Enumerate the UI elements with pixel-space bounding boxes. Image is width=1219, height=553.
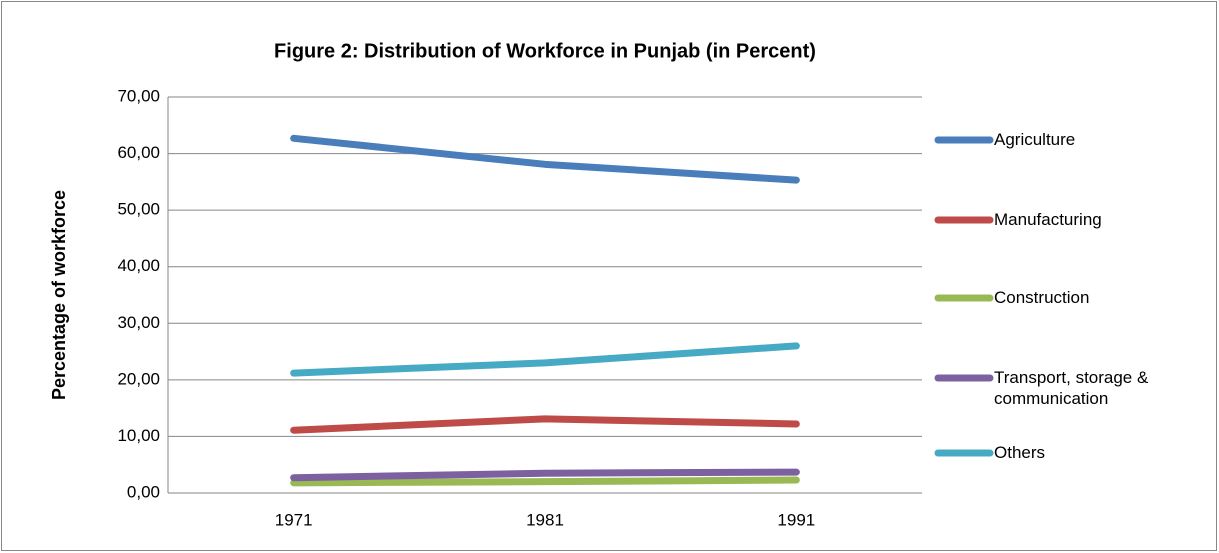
legend-label: Manufacturing [994,210,1102,229]
y-tick-label: 30,00 [117,313,160,332]
y-tick-label: 20,00 [117,369,160,388]
series-line [290,468,800,482]
legend-label: Construction [994,288,1090,307]
y-tick-label: 50,00 [117,200,160,219]
series-line [290,342,800,377]
legend-label: Transport, storage & communication [994,368,1149,408]
y-tick-label: 60,00 [117,143,160,162]
legend-label: Others [994,443,1046,462]
chart-title: Figure 2: Distribution of Workforce in P… [274,40,816,62]
x-tick-label: 1981 [526,510,564,529]
series-line [290,134,800,184]
y-axis-title: Percentage of workforce [49,190,69,400]
y-tick-label: 40,00 [117,256,160,275]
y-tick-label: 70,00 [117,86,160,105]
series-line [290,476,800,487]
y-tick-label: 0,00 [127,482,160,501]
x-tick-label: 1971 [275,510,313,529]
x-tick-label: 1991 [777,510,815,529]
legend-label: Agriculture [994,130,1076,149]
series-line [290,415,800,434]
y-tick-label: 10,00 [117,426,160,445]
